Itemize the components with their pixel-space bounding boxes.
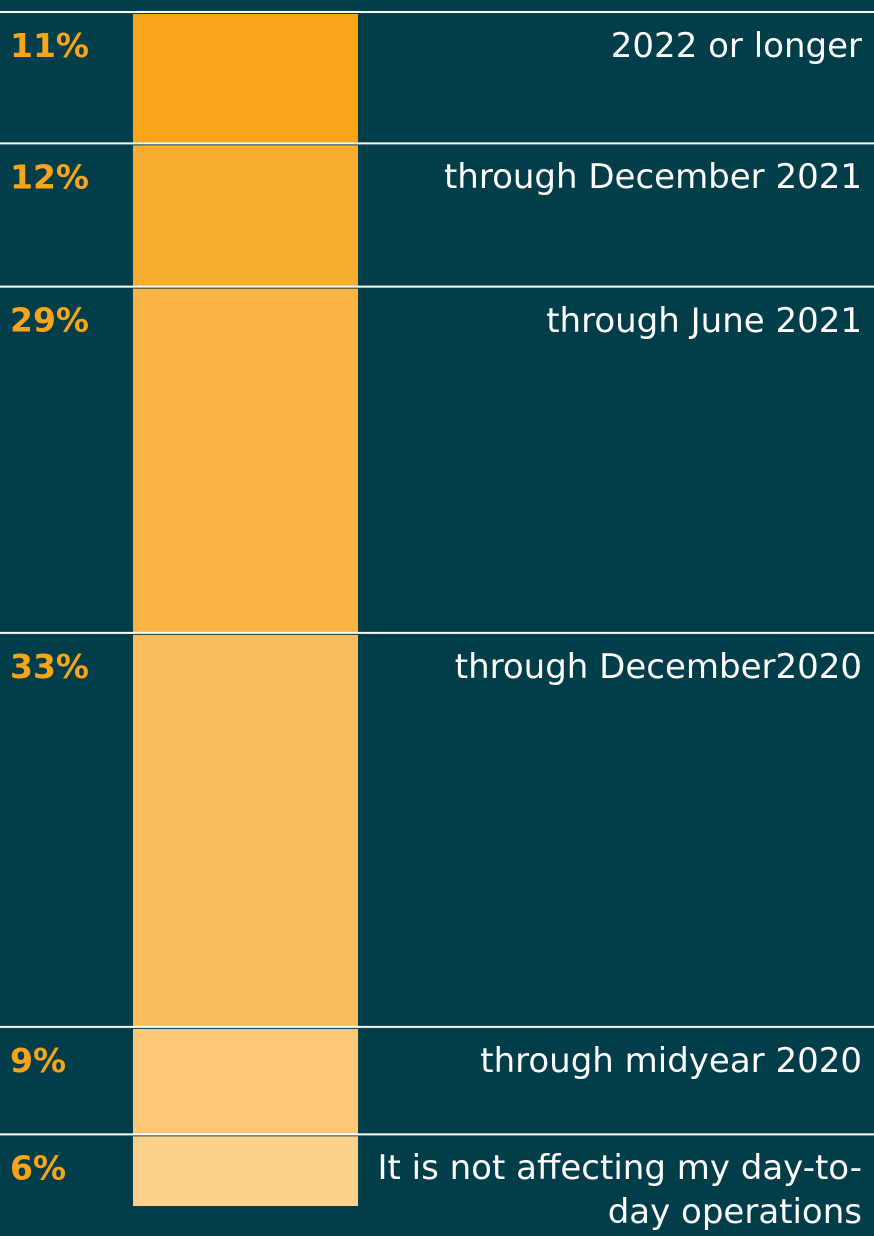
bar-segment <box>133 145 358 287</box>
value-label: 29% <box>10 301 89 340</box>
category-label-box: through June 2021 <box>546 300 862 341</box>
bar-segment <box>133 1136 358 1206</box>
category-label-box: 2022 or longer <box>610 26 862 66</box>
category-label: through midyear 2020 <box>480 1040 862 1081</box>
category-label: It is not affecting my day-to-day operat… <box>377 1148 863 1233</box>
bar-segment <box>133 634 358 1027</box>
category-label-box: It is not affecting my day-to-day operat… <box>377 1148 863 1233</box>
category-label: through December2020 <box>454 646 862 687</box>
category-label: through December 2021 <box>443 157 862 198</box>
bar-segment <box>133 14 358 144</box>
category-label-box: through midyear 2020 <box>480 1040 862 1081</box>
value-label: 9% <box>10 1041 66 1080</box>
bar-segment <box>133 288 358 633</box>
value-label: 33% <box>10 647 89 686</box>
value-label: 12% <box>10 157 89 196</box>
category-label-box: through December 2021 <box>443 157 862 198</box>
category-label: 2022 or longer <box>610 26 862 66</box>
value-label: 11% <box>10 26 89 65</box>
category-label: through June 2021 <box>546 300 862 341</box>
category-label-box: through December2020 <box>454 646 862 687</box>
bar-segment <box>133 1028 358 1135</box>
value-label: 6% <box>10 1148 66 1187</box>
